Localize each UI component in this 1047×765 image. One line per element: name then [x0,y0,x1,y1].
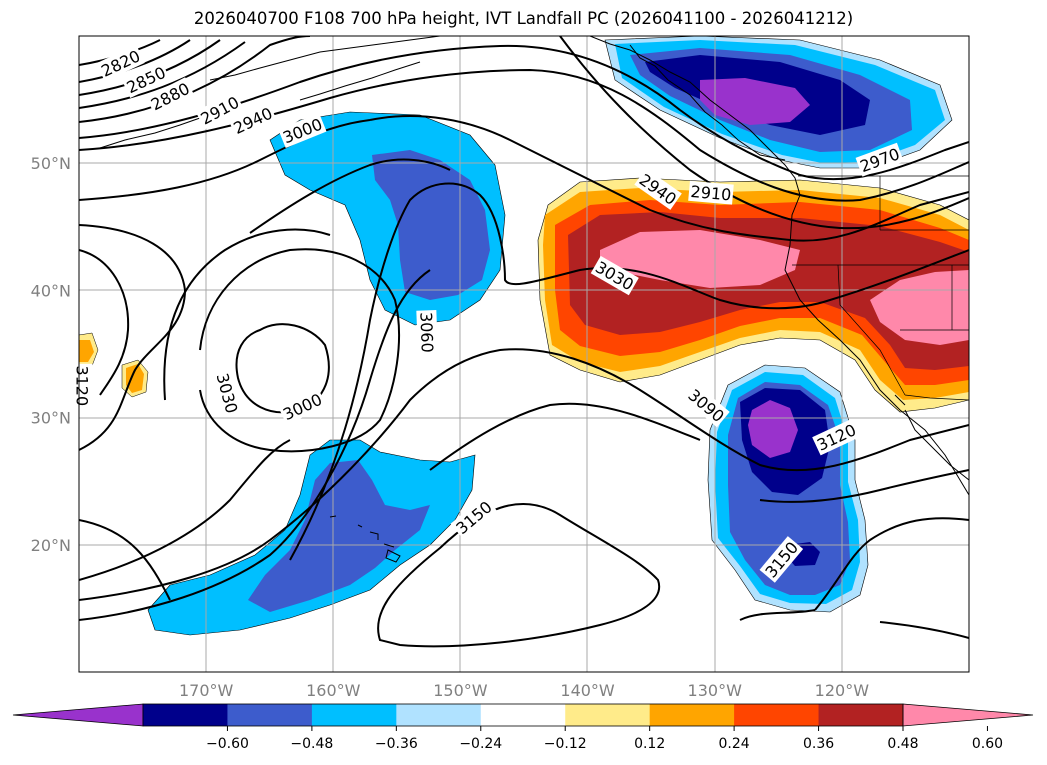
contour-label: 3060 [416,310,438,355]
colorbar-tick-label: −0.48 [290,736,333,752]
colorbar-outline [142,703,904,727]
contour-label-bg [96,44,145,82]
colorbar-segment [734,704,820,726]
contour-label-bg [72,363,93,408]
colorbar-tick-label: 0.24 [719,736,750,752]
negative-anomaly-hawaii [147,439,476,636]
colorbar-segment [227,704,313,726]
contour-label-text: 3060 [416,312,436,353]
colorbar-segment [818,704,904,726]
contour-label-bg [450,495,498,540]
borders [792,175,969,401]
lon-tick-label: 120°W [815,681,870,700]
map-title: 2026040700 F108 700 hPa height, IVT Land… [193,9,854,28]
negative-anomaly-east [707,364,869,613]
colorbar-tick-label: 0.36 [803,736,834,752]
lat-tick-label: 30°N [31,409,71,428]
contour-label-bg [228,101,277,139]
contour-label: 3120 [72,363,93,408]
coastlines [99,36,969,496]
longitude-labels: 170°W 160°W 150°W 140°W 130°W 120°W [179,681,869,700]
contour-label-bg [278,388,327,425]
contour-label: 2910 [688,180,734,205]
contour-label-bg [590,255,639,296]
lon-tick-label: 150°W [433,681,488,700]
contour-label-bg [634,168,682,210]
contour-label-bg [688,180,734,205]
colorbar-segment [565,704,651,726]
negative-anomaly-north [604,36,953,169]
colorbar-tick-label: −0.36 [375,736,418,752]
colorbar-extend-high [902,703,1034,727]
contour-label-bg [416,310,438,355]
lat-tick-label: 20°N [31,536,71,555]
contour-label-text: 3120 [73,365,92,406]
lon-tick-label: 130°W [688,681,743,700]
lat-tick-label: 50°N [31,154,71,173]
lon-tick-label: 140°W [560,681,615,700]
colorbar: −0.60 −0.48 −0.36 −0.24 −0.12 0.12 0.24 0.36 0.4… [12,703,1034,752]
colorbar-segment [311,704,397,726]
lon-tick-label: 160°W [306,681,361,700]
contour-label-bg [121,61,171,98]
contour-label-bg [855,142,904,177]
hawaii-islands [329,515,401,563]
colorbar-tick-label: 0.48 [887,736,918,752]
map-gridlines [79,36,969,672]
positive-anomaly-ar [537,177,969,413]
colorbar-tick-label: 0.60 [972,736,1003,752]
colorbar-segment [480,704,566,726]
lon-tick-label: 170°W [179,681,234,700]
contour-label-bg [683,383,730,428]
colorbar-segment [143,704,228,726]
height-contours [79,36,969,648]
ivt-shading [79,36,969,636]
latitude-labels: 20°N 30°N 40°N 50°N [31,154,71,555]
colorbar-segment [396,704,482,726]
lat-tick-label: 40°N [31,281,71,300]
colorbar-tick-label: −0.24 [459,736,502,752]
contour-label-bg [812,418,861,456]
contour-label-bg [759,536,804,583]
contour-label-bg [278,112,327,148]
contour-label-bg [212,369,243,418]
map-frame [78,35,970,673]
colorbar-tick-label: −0.12 [544,736,587,752]
colorbar-extend-low [12,703,144,727]
contour-label-bg [195,91,244,130]
colorbar-segment [649,704,735,726]
colorbar-tick-label: 0.12 [634,736,665,752]
contour-label-bg [145,77,195,116]
colorbar-tick-label: −0.60 [206,736,249,752]
contour-label-text: 2910 [690,182,732,204]
